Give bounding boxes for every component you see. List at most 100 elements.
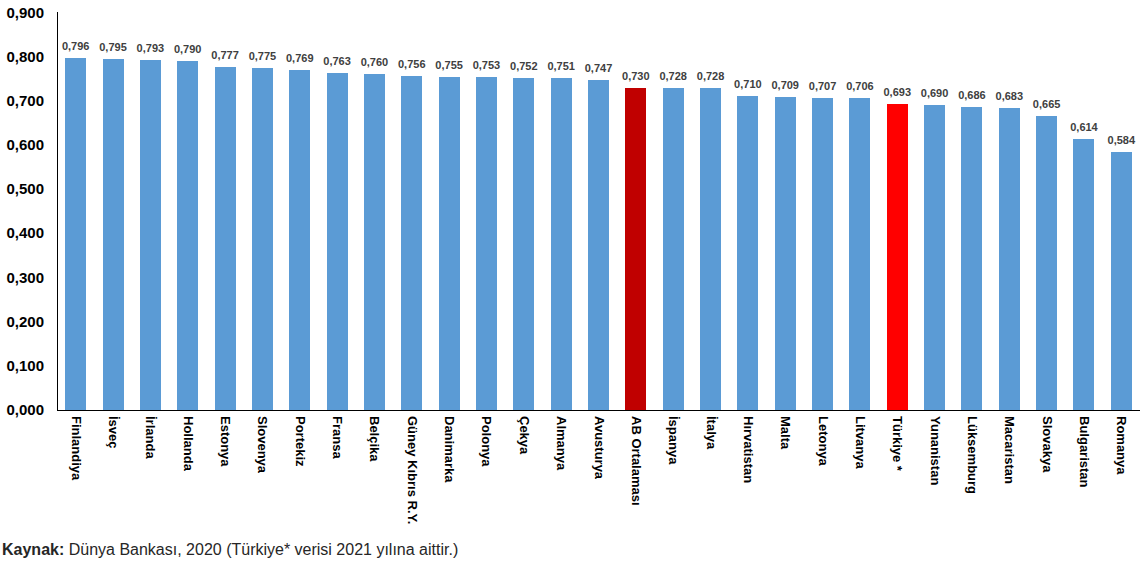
bar-value-label: 0,793 xyxy=(132,41,169,56)
bar[interactable] xyxy=(177,61,198,410)
bar-value-label: 0,760 xyxy=(356,55,393,70)
x-axis-category-label: Slovakya xyxy=(1040,416,1054,472)
bar-value-label: 0,769 xyxy=(281,51,318,66)
x-axis-category-label: Türkiye * xyxy=(890,416,904,471)
x-axis-category-label: Malta xyxy=(778,416,792,449)
bar-value-label: 0,753 xyxy=(468,58,505,73)
x-axis-category-label: Hollanda xyxy=(181,416,195,471)
bar[interactable] xyxy=(663,88,684,410)
bar-value-label: 0,707 xyxy=(804,79,841,94)
bar-value-label: 0,775 xyxy=(244,49,281,64)
bar-value-label: 0,796 xyxy=(57,39,94,54)
bar[interactable] xyxy=(1036,116,1057,410)
x-axis-category-label: Finlandiya xyxy=(69,416,83,480)
x-axis-category-label: İrlanda xyxy=(143,416,157,459)
bar[interactable] xyxy=(924,105,945,410)
y-axis-tick-label: 0,800 xyxy=(0,48,44,65)
y-axis-tick-label: 0,400 xyxy=(0,224,44,241)
y-axis-tick-label: 0,200 xyxy=(0,313,44,330)
x-axis-category-label: Almanya xyxy=(554,416,568,470)
source-caption-label: Kaynak: xyxy=(2,541,64,558)
x-axis-line xyxy=(57,410,1140,411)
bar[interactable] xyxy=(625,88,646,410)
bar-value-label: 0,730 xyxy=(617,69,654,84)
bar-value-label: 0,686 xyxy=(953,88,990,103)
bar-value-label: 0,751 xyxy=(542,59,579,74)
bar-value-label: 0,690 xyxy=(916,86,953,101)
x-axis-category-label: Macaristan xyxy=(1002,416,1016,484)
x-axis-category-label: Çekya xyxy=(517,416,531,454)
bar[interactable] xyxy=(327,73,348,410)
y-axis-tick-label: 0,500 xyxy=(0,180,44,197)
x-axis-category-label: Polonya xyxy=(479,416,493,467)
bar[interactable] xyxy=(999,108,1020,410)
bar[interactable] xyxy=(140,60,161,410)
x-axis-category-label: Lüksemburg xyxy=(965,416,979,494)
bar-value-label: 0,693 xyxy=(879,85,916,100)
x-axis-category-label: Hırvatistan xyxy=(741,416,755,483)
bar-value-label: 0,777 xyxy=(206,48,243,63)
bar[interactable] xyxy=(849,98,870,410)
x-axis-category-label: Danimarka xyxy=(442,416,456,482)
bar-value-label: 0,728 xyxy=(692,69,729,84)
bar[interactable] xyxy=(215,67,236,410)
bar[interactable] xyxy=(812,98,833,410)
bar-value-label: 0,763 xyxy=(318,54,355,69)
bar[interactable] xyxy=(1073,139,1094,410)
bar[interactable] xyxy=(401,76,422,410)
x-axis-category-label: Bulgaristan xyxy=(1077,416,1091,488)
bar-chart: 0,000 0,100 0,200 0,300 0,400 0,500 0,600 0,700… xyxy=(0,0,1147,564)
bar[interactable] xyxy=(103,59,124,410)
bar-value-label: 0,728 xyxy=(655,69,692,84)
bar[interactable] xyxy=(65,58,86,410)
bar-value-label: 0,584 xyxy=(1103,133,1140,148)
y-axis-tick-label: 0,300 xyxy=(0,269,44,286)
bar-value-label: 0,614 xyxy=(1065,120,1102,135)
bar[interactable] xyxy=(551,78,572,410)
x-axis-category-label: Letonya xyxy=(816,416,830,466)
bar[interactable] xyxy=(513,78,534,410)
y-axis-tick-label: 0,100 xyxy=(0,357,44,374)
bar[interactable] xyxy=(252,68,273,410)
x-axis-category-label: Yunanistan xyxy=(928,416,942,485)
x-axis-category-label: Romanya xyxy=(1114,416,1128,475)
x-axis-category-label: Güney Kıbrıs R.Y. xyxy=(405,416,419,524)
bar[interactable] xyxy=(961,107,982,410)
bar-value-label: 0,665 xyxy=(1028,97,1065,112)
bar[interactable] xyxy=(737,96,758,410)
bar-value-label: 0,747 xyxy=(580,61,617,76)
x-axis-category-label: AB Ortalaması xyxy=(629,416,643,506)
source-caption-text: Dünya Bankası, 2020 (Türkiye* verisi 202… xyxy=(64,541,458,558)
x-axis-category-label: Belçika xyxy=(367,416,381,462)
bar[interactable] xyxy=(364,74,385,410)
bar[interactable] xyxy=(289,70,310,410)
bar-value-label: 0,706 xyxy=(841,79,878,94)
x-axis-category-label: İsveç xyxy=(106,416,120,449)
bar[interactable] xyxy=(439,77,460,410)
y-axis-tick-label: 0,000 xyxy=(0,401,44,418)
bar[interactable] xyxy=(588,80,609,410)
bar[interactable] xyxy=(700,88,721,410)
bar-value-label: 0,683 xyxy=(991,89,1028,104)
x-axis-category-label: Litvanya xyxy=(853,416,867,469)
bar[interactable] xyxy=(1111,152,1132,410)
bar[interactable] xyxy=(887,104,908,410)
bar-value-label: 0,755 xyxy=(430,58,467,73)
y-axis-tick-label: 0,600 xyxy=(0,136,44,153)
x-axis-category-label: Portekiz xyxy=(293,416,307,467)
x-axis-category-label: Estonya xyxy=(218,416,232,467)
bar-value-label: 0,710 xyxy=(729,77,766,92)
bar-value-label: 0,756 xyxy=(393,57,430,72)
bar-value-label: 0,752 xyxy=(505,59,542,74)
x-axis-category-label: Slovenya xyxy=(255,416,269,473)
bar[interactable] xyxy=(476,77,497,410)
x-axis-category-label: İspanya xyxy=(666,416,680,464)
x-axis-category-label: Fransa xyxy=(330,416,344,459)
y-axis-tick-label: 0,700 xyxy=(0,92,44,109)
bar-value-label: 0,709 xyxy=(767,78,804,93)
bar-value-label: 0,795 xyxy=(94,40,131,55)
bar[interactable] xyxy=(775,97,796,410)
bar-value-label: 0,790 xyxy=(169,42,206,57)
y-axis-line xyxy=(57,12,58,410)
source-caption: Kaynak: Dünya Bankası, 2020 (Türkiye* ve… xyxy=(2,541,458,559)
